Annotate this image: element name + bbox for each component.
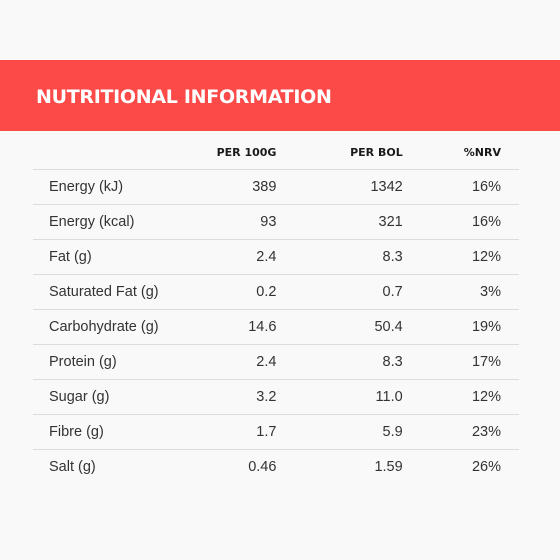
header-nrv: %NRV [402, 135, 519, 170]
banner-title: NUTRITIONAL INFORMATION [36, 85, 332, 108]
header-nutrient [33, 135, 186, 170]
nrv-value: 17% [402, 344, 519, 380]
header-per-100g: PER 100G [186, 135, 277, 170]
per-100g-value: 2.4 [186, 239, 277, 275]
nutrient-name: Saturated Fat (g) [33, 274, 186, 310]
per-bol-value: 8.3 [276, 239, 403, 275]
nrv-value: 16% [402, 169, 519, 205]
nrv-value: 16% [402, 204, 519, 240]
nutrient-name: Energy (kcal) [33, 204, 186, 240]
table-header-row: PER 100G PER BOL %NRV [33, 135, 519, 170]
table-row: Energy (kcal) 93 321 16% [33, 204, 519, 240]
table-row: Saturated Fat (g) 0.2 0.7 3% [33, 274, 519, 310]
nrv-value: 12% [402, 379, 519, 415]
nutrient-name: Fibre (g) [33, 414, 186, 450]
per-100g-value: 389 [186, 169, 277, 205]
nrv-value: 23% [402, 414, 519, 450]
per-bol-value: 5.9 [276, 414, 403, 450]
nrv-value: 19% [402, 309, 519, 345]
nrv-value: 3% [402, 274, 519, 310]
nutrient-name: Energy (kJ) [33, 169, 186, 205]
per-bol-value: 8.3 [276, 344, 403, 380]
per-100g-value: 0.2 [186, 274, 277, 310]
per-100g-value: 14.6 [186, 309, 277, 345]
nutrient-name: Carbohydrate (g) [33, 309, 186, 345]
nutrient-name: Fat (g) [33, 239, 186, 275]
nutrient-name: Protein (g) [33, 344, 186, 380]
per-100g-value: 2.4 [186, 344, 277, 380]
per-bol-value: 0.7 [276, 274, 403, 310]
header-per-bol: PER BOL [276, 135, 403, 170]
table-row: Fibre (g) 1.7 5.9 23% [33, 414, 519, 450]
per-bol-value: 11.0 [276, 379, 403, 415]
nrv-value: 12% [402, 239, 519, 275]
table-row: Carbohydrate (g) 14.6 50.4 19% [33, 309, 519, 345]
per-bol-value: 321 [276, 204, 403, 240]
per-bol-value: 1.59 [374, 459, 403, 475]
nrv-value: 26% [471, 459, 501, 475]
table-row: Energy (kJ) 389 1342 16% [33, 169, 519, 205]
per-bol-value: 1342 [276, 169, 403, 205]
table-row: Sugar (g) 3.2 11.0 12% [33, 379, 519, 415]
per-100g-value: 0.46 [248, 459, 277, 475]
per-100g-value: 93 [186, 204, 277, 240]
nutrition-banner: NUTRITIONAL INFORMATION [0, 60, 560, 131]
nutrient-name: Sugar (g) [33, 379, 186, 415]
table-row: Protein (g) 2.4 8.3 17% [33, 344, 519, 380]
per-bol-value: 50.4 [276, 309, 403, 345]
table-row: Fat (g) 2.4 8.3 12% [33, 239, 519, 275]
nutrient-name: Salt (g) [49, 459, 96, 475]
per-100g-value: 1.7 [186, 414, 277, 450]
nutrition-table: PER 100G PER BOL %NRV Energy (kJ) 389 13… [33, 135, 519, 484]
table-row: Salt (g) 0.46 1.59 26% [33, 450, 519, 485]
per-100g-value: 3.2 [186, 379, 277, 415]
